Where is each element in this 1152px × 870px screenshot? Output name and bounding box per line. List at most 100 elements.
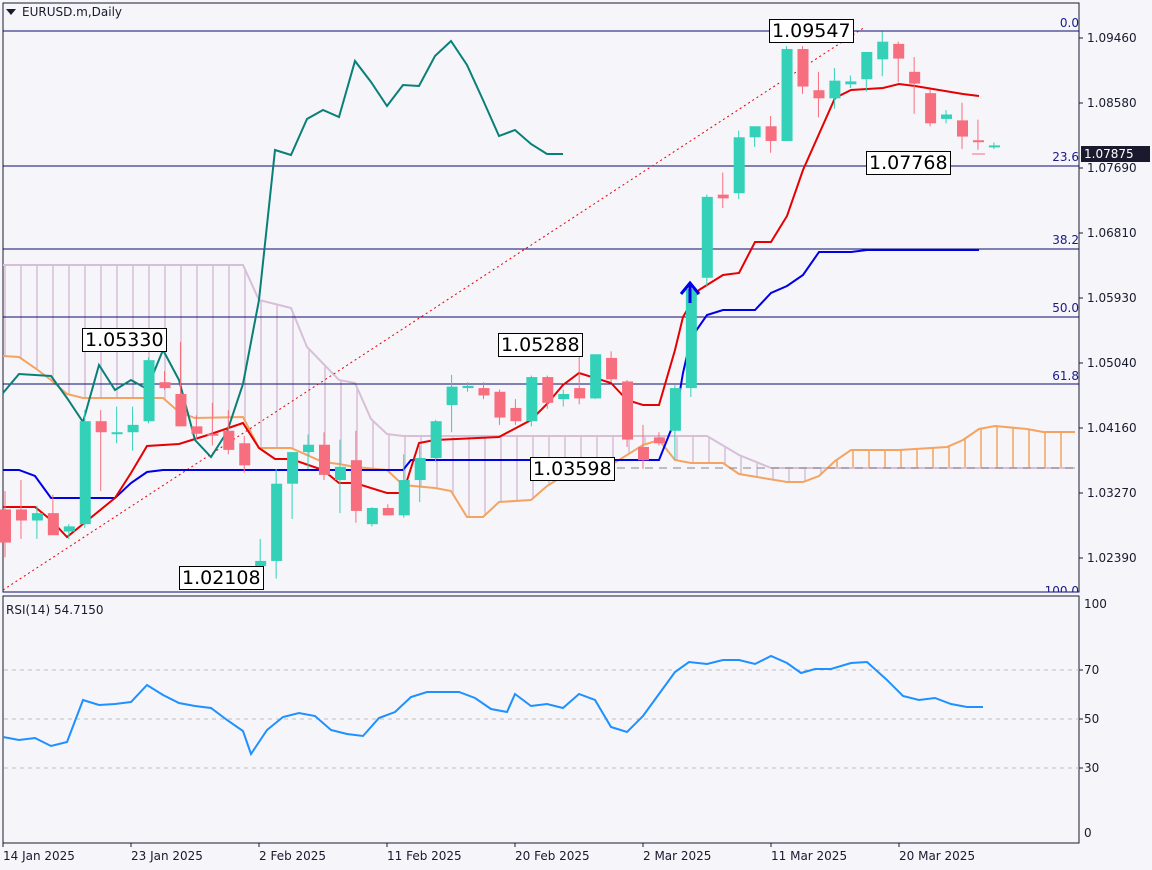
bear-candle [606,357,618,380]
time-tick: 11 Mar 2025 [771,849,848,863]
bull-candle [845,81,857,85]
rsi-label: RSI(14) 54.7150 [6,603,104,617]
bear-candle [159,382,171,389]
bear-candle [925,93,937,124]
rsi-tick: 70 [1084,663,1100,677]
bull-candle [366,507,378,525]
bear-candle [957,120,968,137]
bull-candle [526,377,538,422]
annotation-high[interactable]: 1.09547 [769,19,854,43]
bull-candle [685,288,697,389]
senkou-span-b [3,264,1075,469]
rsi-tick: 0 [1084,826,1092,840]
senkou-span-a [2,355,1075,518]
bear-candle [47,513,59,536]
bear-candle [622,381,634,440]
bull-candle [446,386,458,406]
buy-arrow-icon [679,280,701,303]
bull-candle [733,137,745,194]
bull-candle [430,421,442,458]
symbol-title[interactable]: EURUSD.m,Daily [6,5,122,19]
bear-candle [15,509,27,521]
bear-candle [350,460,362,511]
bull-candle [63,526,75,532]
bear-candle [95,421,107,433]
symbol-title-text: EURUSD.m,Daily [22,5,123,19]
bear-candle [191,426,203,434]
bear-candle [478,388,490,396]
bear-candle [653,437,665,444]
fib-level-label: 23.6 [1052,150,1079,164]
time-tick: 23 Jan 2025 [131,849,203,863]
price-tick: 1.02390 [1087,551,1137,565]
fib-level-label: 0.0 [1059,16,1079,30]
bear-candle [223,430,235,450]
bull-candle [941,114,953,119]
bull-candle [303,444,315,453]
bull-candle [877,41,889,60]
annotation-recent-low[interactable]: 1.07768 [866,151,951,175]
current-price-badge: 1.07875 [1081,146,1150,162]
annotation-swing-high-1[interactable]: 1.05330 [82,328,167,352]
bull-candle [861,51,873,80]
price-tick: 1.05930 [1087,291,1137,305]
price-tick: 1.05040 [1087,356,1137,370]
bull-candle [558,393,570,400]
bull-candle [143,360,155,422]
time-tick: 2 Feb 2025 [259,849,327,863]
bull-candle [271,483,283,561]
bear-candle [972,140,984,143]
bear-candle [207,433,219,436]
bear-candle [574,388,586,399]
time-tick: 20 Feb 2025 [515,849,590,863]
bear-candle [638,446,649,461]
fib-level-label: 100.0 [1044,584,1079,592]
price-tick: 1.08580 [1087,96,1137,110]
bear-candle [717,194,729,199]
rsi-tick: 100 [1084,597,1107,611]
bull-candle [398,480,410,516]
time-tick: 11 Feb 2025 [387,849,462,863]
bull-candle [287,452,299,484]
bull-candle [31,513,43,521]
bear-candle [813,90,825,99]
time-tick: 14 Jan 2025 [3,849,75,863]
price-tick: 1.03270 [1087,486,1137,500]
rsi-tick: 30 [1084,761,1100,775]
bear-candle [765,126,777,141]
bear-candle [542,377,554,403]
fib-level-label: 50.0 [1052,301,1079,315]
bull-candle [749,126,761,138]
fib-level-label: 61.8 [1052,369,1079,383]
bear-candle [319,444,330,475]
bear-candle [175,393,187,427]
annotation-swing-high-2[interactable]: 1.05288 [498,333,583,357]
annotation-low[interactable]: 1.02108 [179,566,264,590]
rsi-tick: 50 [1084,712,1100,726]
bear-candle [893,43,905,59]
bull-candle [79,421,91,525]
bull-candle [127,424,139,433]
bear-candle [494,391,506,418]
bull-candle [462,385,474,389]
bear-candle [239,443,251,466]
bull-candle [111,432,123,435]
rsi-line [2,654,983,757]
bull-candle [334,466,346,481]
bear-candle [510,407,522,422]
bear-candle [797,49,809,87]
bear-candle [0,509,11,543]
time-tick: 2 Mar 2025 [643,849,712,863]
price-tick: 1.09460 [1087,31,1137,45]
annotation-swing-low[interactable]: 1.03598 [530,457,615,481]
bull-candle [590,354,602,399]
bull-candle [701,196,713,278]
bull-candle [988,145,1000,148]
bull-candle [829,80,841,99]
fib-level-label: 38.2 [1052,233,1079,247]
dropdown-triangle-icon[interactable] [6,9,16,15]
bull-candle [669,388,681,431]
time-tick: 20 Mar 2025 [899,849,976,863]
price-tick: 1.04160 [1087,421,1137,435]
